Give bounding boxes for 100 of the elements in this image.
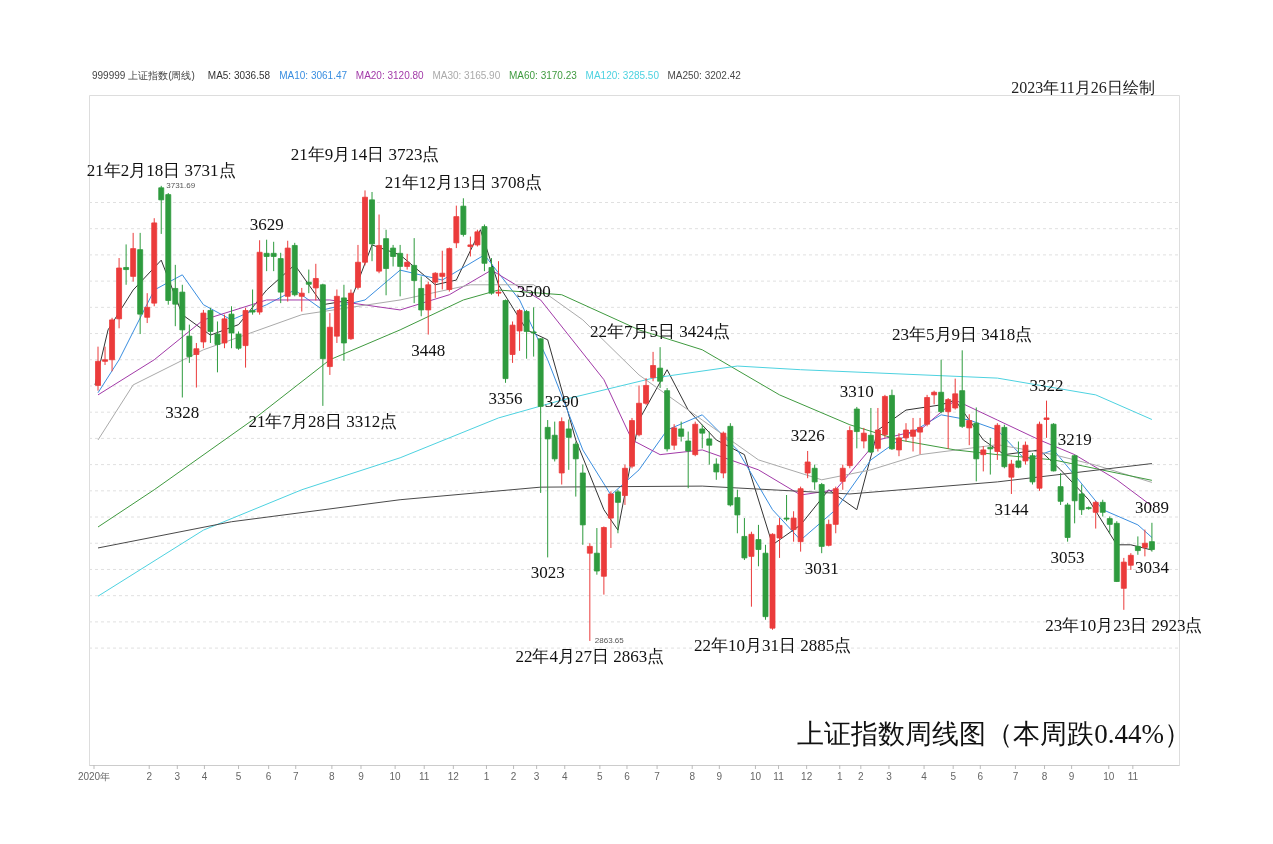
text: MA120: 3285.50	[585, 70, 660, 81]
x-tick-label: 7	[292, 771, 299, 782]
annotation: 3356	[488, 388, 523, 408]
x-tick-label: 7	[1012, 771, 1019, 782]
candlestick	[853, 406, 860, 449]
x-tick-label: 11	[419, 771, 430, 782]
candlestick	[214, 320, 221, 373]
annotation: 3310	[839, 381, 874, 401]
x-tick-label: 12	[801, 771, 813, 782]
x-tick-label: 10	[389, 771, 402, 782]
annotation: 3034	[1134, 557, 1170, 577]
annotation: 21年12月13日 3708点	[384, 173, 542, 193]
x-tick-label: 8	[329, 771, 336, 782]
text: MA250: 3202.42	[667, 70, 742, 81]
x-tick-label: 6	[265, 771, 272, 782]
candlestick	[1015, 441, 1022, 469]
annotation: 3322	[1029, 375, 1064, 395]
candlestick	[1141, 529, 1148, 557]
x-tick-label: 11	[773, 771, 785, 782]
x-tick-label: 1	[836, 771, 843, 782]
candlestick	[305, 269, 312, 294]
candlestick	[783, 494, 790, 522]
annotation: 23年5月9日 3418点	[892, 325, 1033, 345]
candlestick	[1022, 441, 1029, 466]
x-tick-label: 12	[447, 771, 460, 782]
candlestick	[755, 524, 762, 567]
candlestick	[615, 489, 621, 534]
candlestick	[671, 423, 678, 451]
annotation: 22年10月31日 2885点	[693, 635, 852, 655]
candlestick	[1057, 472, 1064, 506]
candlestick	[980, 445, 987, 472]
x-tick-label: 6	[624, 771, 631, 782]
annotation: 3031	[804, 559, 839, 579]
candlestick	[123, 243, 130, 286]
annotation: 3144	[994, 499, 1029, 519]
annotation: 2863.65	[594, 635, 625, 645]
text: MA20: 3120.80	[355, 70, 425, 81]
annotation: 23年10月23日 2923点	[1045, 615, 1203, 635]
legend-title: 999999 上证指数(周线)	[92, 70, 195, 81]
annotation: 3053	[1050, 547, 1085, 567]
candlestick	[713, 457, 720, 481]
candlestick	[1149, 522, 1155, 553]
x-tick-label: 2	[858, 771, 865, 782]
candlestick	[312, 263, 319, 302]
annotation: 3731.69	[166, 180, 196, 190]
x-tick-label: 9	[1068, 771, 1075, 782]
x-tick-label: 2	[510, 771, 517, 782]
x-tick-label: 3	[533, 771, 540, 782]
candlestick	[685, 431, 692, 489]
candlestick	[186, 324, 193, 364]
annotation: 3328	[165, 403, 200, 423]
x-tick-label: 2	[146, 771, 153, 782]
x-tick-label: 11	[1127, 771, 1139, 782]
candlestick	[867, 407, 874, 454]
candlestick	[144, 292, 151, 324]
candlestick	[741, 517, 748, 561]
annotation: 3448	[411, 340, 446, 360]
x-tick-label: 6	[977, 771, 984, 782]
candlestick	[811, 464, 818, 491]
x-tick-label: 3	[886, 771, 893, 782]
candlestick	[193, 342, 200, 389]
candlestick	[411, 237, 418, 304]
annotation: 21年7月28日 3312点	[248, 411, 398, 431]
x-tick-label: 8	[1041, 771, 1048, 782]
x-tick-label: 7	[654, 771, 661, 782]
candlestick	[495, 260, 502, 297]
candlestick	[938, 359, 945, 414]
x-tick-label: 2020年	[77, 771, 111, 782]
annotation: 3629	[249, 214, 284, 234]
candlestick	[1043, 400, 1050, 439]
text: MA60: 3170.23	[509, 70, 578, 81]
x-tick-label: 3	[174, 771, 181, 782]
x-tick-label: 4	[201, 771, 208, 782]
x-tick-label: 8	[689, 771, 696, 782]
candlestick	[593, 527, 600, 576]
text: MA10: 3061.47	[279, 70, 348, 81]
x-tick-label: 9	[716, 771, 723, 782]
candlestick	[650, 351, 656, 382]
x-tick-label: 10	[749, 771, 762, 782]
annotation: 21年9月14日 3723点	[290, 145, 440, 165]
x-tick-label: 1	[483, 771, 490, 782]
candlestick	[572, 441, 579, 498]
x-tick-label: 4	[921, 771, 928, 782]
candlestick	[804, 450, 811, 479]
annotation: 3023	[530, 563, 565, 583]
candlestick	[748, 531, 755, 608]
x-tick-label: 5	[597, 771, 604, 782]
candlestick	[966, 413, 973, 446]
candlestick	[207, 307, 214, 344]
x-tick-label: 9	[358, 771, 365, 782]
candlestick	[657, 346, 663, 389]
candlestick	[1008, 459, 1015, 495]
candlestick	[678, 421, 685, 443]
candlestick	[249, 289, 256, 316]
x-tick-label: 5	[235, 771, 242, 782]
candlestick	[706, 431, 713, 466]
annotation: 22年4月27日 2863点	[515, 646, 665, 666]
annotation: 3219	[1057, 429, 1092, 449]
candlestick	[839, 464, 846, 491]
candlestick	[931, 390, 938, 405]
